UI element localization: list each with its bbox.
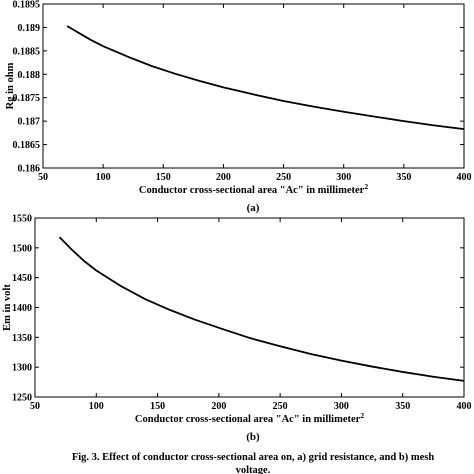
panel-a-label: (a) [247,202,260,214]
x-tick-label: 300 [336,172,351,183]
x-tick-label: 300 [334,401,349,412]
y-tick-label: 0.1885 [13,46,41,57]
x-tick-label: 50 [30,401,40,412]
x-tick-label: 350 [395,401,410,412]
figure-caption-line-1: Fig. 3. Effect of conductor cross-sectio… [72,452,434,463]
chart-panel-b: 50 100 150 200 250 300 350 400 1250 1300 1350 1400 1… [2,214,472,426]
y-tick-label: 0.1865 [13,140,41,151]
y-tick-label: 0.186 [18,164,41,175]
y-tick-label: 1350 [12,333,32,344]
x-axis-label: Conductor cross-sectional area "Ac" in m… [135,411,364,425]
y-tick-label: 1450 [12,273,32,284]
x-tick-label: 400 [457,401,472,412]
y-tick-label: 1250 [12,393,32,404]
x-tick-label: 200 [211,401,226,412]
x-tick-label: 150 [150,401,165,412]
x-tick-label: 100 [96,172,111,183]
panel-b-label: (b) [246,431,260,443]
figure-caption-line-2: voltage. [236,465,271,474]
x-tick-label: 150 [156,172,171,183]
y-tick-label: 0.1875 [13,93,41,104]
plot-frame [42,3,465,169]
x-tick-label: 350 [396,172,411,183]
x-tick-label: 50 [38,172,48,183]
plot-frame [34,217,465,398]
series-line [66,25,465,131]
x-tick-label: 400 [457,172,472,183]
series-line [58,236,465,382]
x-tick-label: 250 [273,401,288,412]
y-tick-label: 0.188 [18,70,41,81]
y-tick-label: 1500 [12,243,32,254]
x-tick-label: 200 [216,172,231,183]
y-tick-label: 0.1895 [13,0,41,11]
y-axis-label: Rg in ohm [5,62,16,109]
y-tick-label: 0.187 [18,117,41,128]
x-tick-label: 100 [89,401,104,412]
y-tick-label: 1300 [12,363,32,374]
x-axis-label: Conductor cross-sectional area "Ac" in m… [139,182,368,196]
y-tick-label: 1400 [12,303,32,314]
y-tick-label: 1550 [12,214,32,225]
y-axis-label: Em in volt [2,284,13,331]
x-tick-label: 250 [276,172,291,183]
y-tick-label: 0.189 [18,23,41,34]
chart-panel-a: 50 100 150 200 250 300 350 400 0.186 0.1865 0.187 0… [5,0,472,196]
